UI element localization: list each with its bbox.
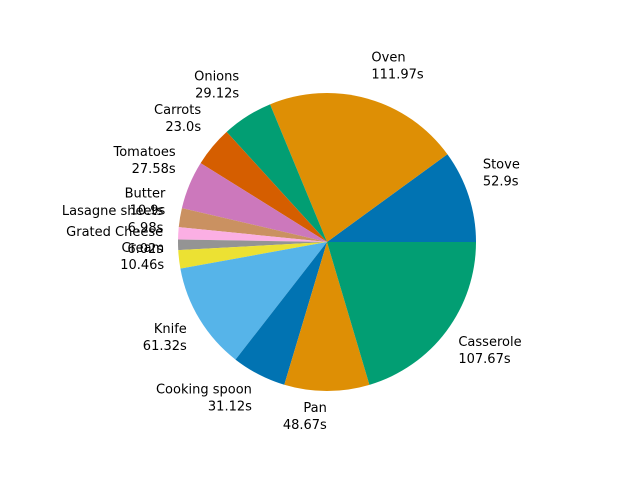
pie-slice-lasagne-sheets	[178, 227, 327, 242]
slice-label-knife: Knife 61.32s	[143, 322, 187, 354]
slice-label-name: Lasagne sheets	[62, 204, 164, 219]
slice-label-name: Casserole	[458, 335, 521, 350]
slice-label-onions: Onions 29.12s	[194, 70, 239, 102]
slice-label-cream: Cream 10.46s	[120, 241, 164, 273]
slice-label-value: 48.67s	[283, 418, 327, 433]
slice-label-value: 27.58s	[132, 162, 176, 177]
pie-slice-casserole	[327, 242, 476, 385]
slice-label-value: 111.97s	[371, 67, 423, 82]
slice-label-value: 10.46s	[120, 258, 164, 273]
slice-label-oven: Oven 111.97s	[371, 50, 423, 82]
pie-slice-tomatoes	[181, 163, 327, 242]
slice-label-value: 23.0s	[165, 120, 201, 135]
slice-label-name: Grated Cheese	[66, 225, 163, 240]
slice-label-name: Onions	[194, 70, 239, 85]
slice-label-carrots: Carrots 23.0s	[154, 103, 201, 135]
slice-label-value: 10.9s	[130, 204, 166, 219]
pie-slice-oven	[270, 92, 448, 242]
slice-label-name: Stove	[483, 157, 520, 172]
pie-slice-carrots	[200, 131, 327, 242]
slice-label-name: Carrots	[154, 103, 201, 118]
slice-label-value: 6.98s	[128, 221, 164, 236]
pie-slice-cooking-spoon	[235, 242, 327, 385]
slice-label-name: Pan	[303, 401, 326, 416]
slice-label-name: Cream	[121, 241, 164, 256]
slice-label-casserole: Casserole 107.67s	[458, 335, 521, 367]
slice-label-value: 52.9s	[483, 174, 519, 189]
slice-label-grated-cheese: Grated Cheese 6.02s	[66, 225, 163, 257]
slice-label-value: 6.02s	[127, 242, 163, 257]
pie-slice-butter	[178, 208, 327, 242]
slice-label-name: Cooking spoon	[156, 383, 252, 398]
slice-label-value: 29.12s	[195, 87, 239, 102]
pie-slice-onions	[226, 104, 327, 242]
slice-label-stove: Stove 52.9s	[483, 157, 520, 189]
slice-label-name: Knife	[154, 322, 187, 337]
slice-label-name: Butter	[125, 187, 166, 202]
slice-label-name: Tomatoes	[113, 145, 176, 160]
pie-slice-stove	[327, 154, 476, 242]
pie-slice-pan	[284, 242, 370, 391]
slice-label-name: Oven	[371, 50, 405, 65]
slice-label-value: 31.12s	[208, 400, 252, 415]
slice-label-value: 107.67s	[458, 352, 510, 367]
slice-label-value: 61.32s	[143, 339, 187, 354]
pie-labels: Stove 52.9s Oven 111.97s Onions 29.12sCarrots…	[62, 50, 522, 433]
pie-slice-knife	[180, 242, 327, 360]
slice-label-pan: Pan 48.67s	[283, 401, 327, 433]
slice-label-cooking-spoon: Cooking spoon 31.12s	[156, 383, 252, 415]
slice-label-butter: Butter 10.9s	[125, 187, 166, 219]
slice-label-tomatoes: Tomatoes 27.58s	[113, 145, 176, 177]
pie-slices	[177, 92, 476, 391]
slice-label-lasagne-sheets: Lasagne sheets 6.98s	[62, 204, 164, 236]
pie-slice-cream	[178, 242, 327, 269]
pie-slice-grated-cheese	[177, 239, 327, 251]
